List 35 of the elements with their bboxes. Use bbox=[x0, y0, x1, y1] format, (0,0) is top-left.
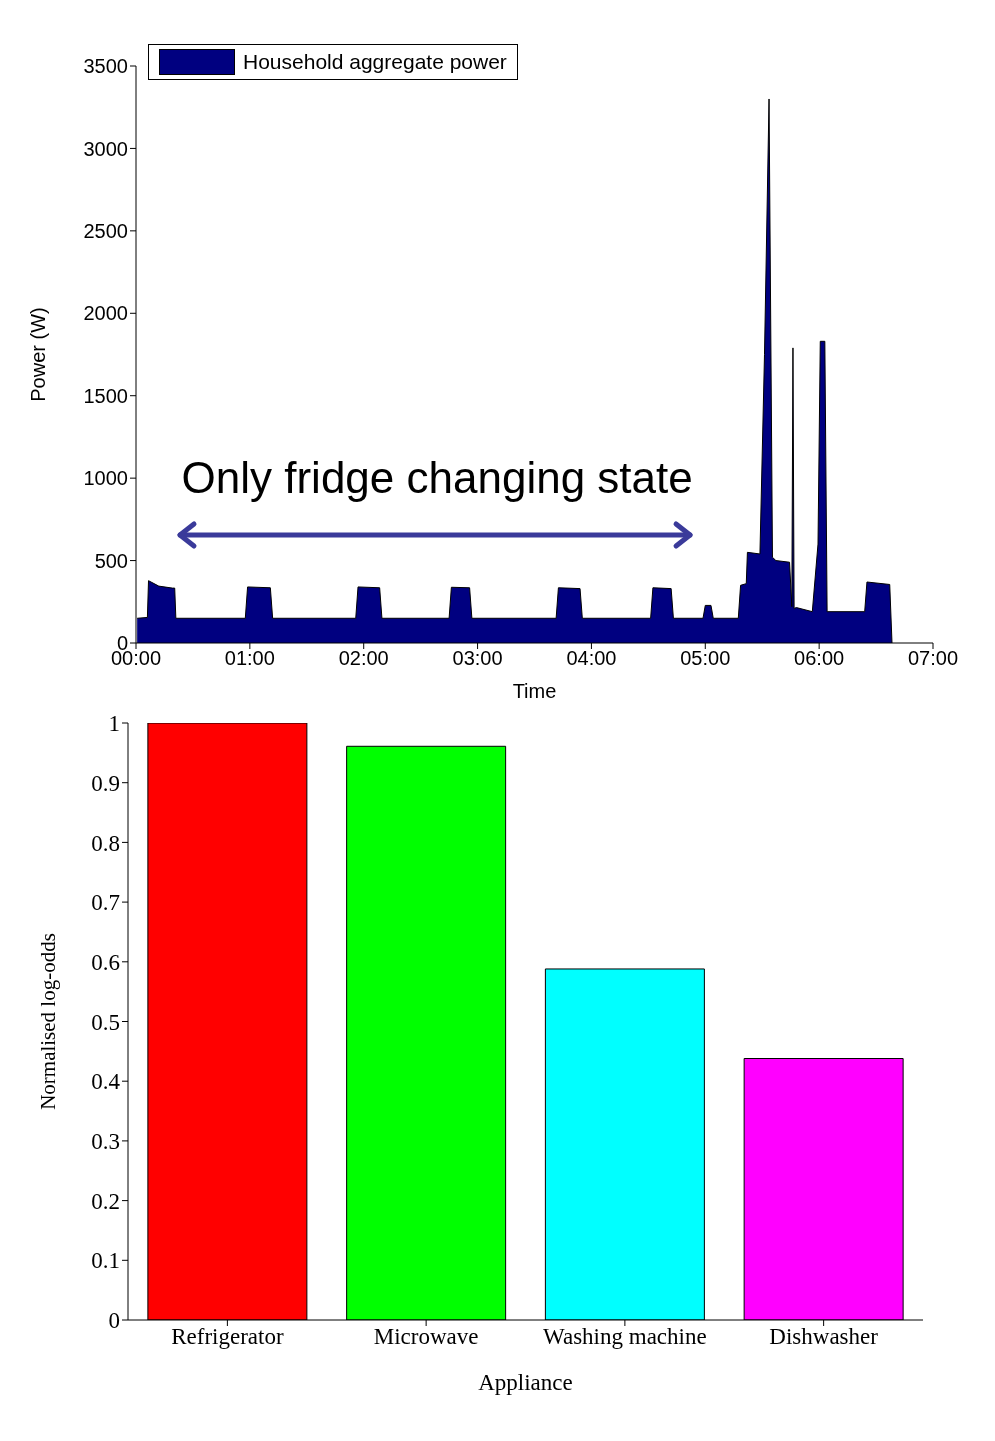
y-tick-label: 0 bbox=[108, 1308, 120, 1334]
y-tick-label: 3000 bbox=[83, 137, 128, 160]
x-axis-title: Time bbox=[512, 680, 557, 702]
x-tick-label: Dishwasher bbox=[769, 1324, 879, 1350]
x-tick-label: 05:00 bbox=[680, 647, 731, 670]
x-tick-label: 01:00 bbox=[224, 647, 275, 670]
y-tick-label: 0.6 bbox=[91, 949, 120, 975]
y-tick-label: 0.8 bbox=[91, 830, 120, 856]
y-tick-label: 0.1 bbox=[91, 1248, 120, 1274]
x-axis-title: Appliance bbox=[478, 1370, 573, 1395]
y-tick-label: 0.9 bbox=[91, 770, 120, 796]
y-tick-label: 0.3 bbox=[91, 1129, 120, 1155]
x-tick-label: Refrigerator bbox=[171, 1324, 284, 1350]
x-tick-label: Washing machine bbox=[543, 1324, 707, 1350]
y-axis-title: Normalised log-odds bbox=[36, 933, 61, 1110]
legend-label: Household aggregate power bbox=[243, 50, 507, 74]
x-tick-label: 02:00 bbox=[338, 647, 389, 670]
x-tick-label: 06:00 bbox=[794, 647, 845, 670]
y-tick-label: 3500 bbox=[83, 55, 128, 78]
y-tick-label: 0.2 bbox=[91, 1188, 120, 1214]
x-tick-label: 04:00 bbox=[566, 647, 617, 670]
x-tick-label: Microwave bbox=[373, 1324, 479, 1350]
y-tick-label: 2000 bbox=[83, 302, 128, 325]
y-tick-label: 500 bbox=[94, 549, 128, 572]
y-axis-title: Power (W) bbox=[27, 307, 50, 402]
y-tick-label: 1 bbox=[108, 711, 120, 737]
annotation: Only fridge changing state bbox=[181, 453, 693, 503]
x-tick-label: 03:00 bbox=[452, 647, 503, 670]
y-tick-label: 1500 bbox=[83, 384, 128, 407]
y-tick-label: 0.7 bbox=[91, 890, 120, 916]
y-tick-label: 0.4 bbox=[91, 1069, 121, 1095]
y-tick-label: 1000 bbox=[83, 467, 128, 490]
y-tick-label: 0.5 bbox=[91, 1009, 120, 1035]
x-tick-label: 07:00 bbox=[907, 647, 959, 670]
y-tick-label: 2500 bbox=[83, 219, 128, 242]
